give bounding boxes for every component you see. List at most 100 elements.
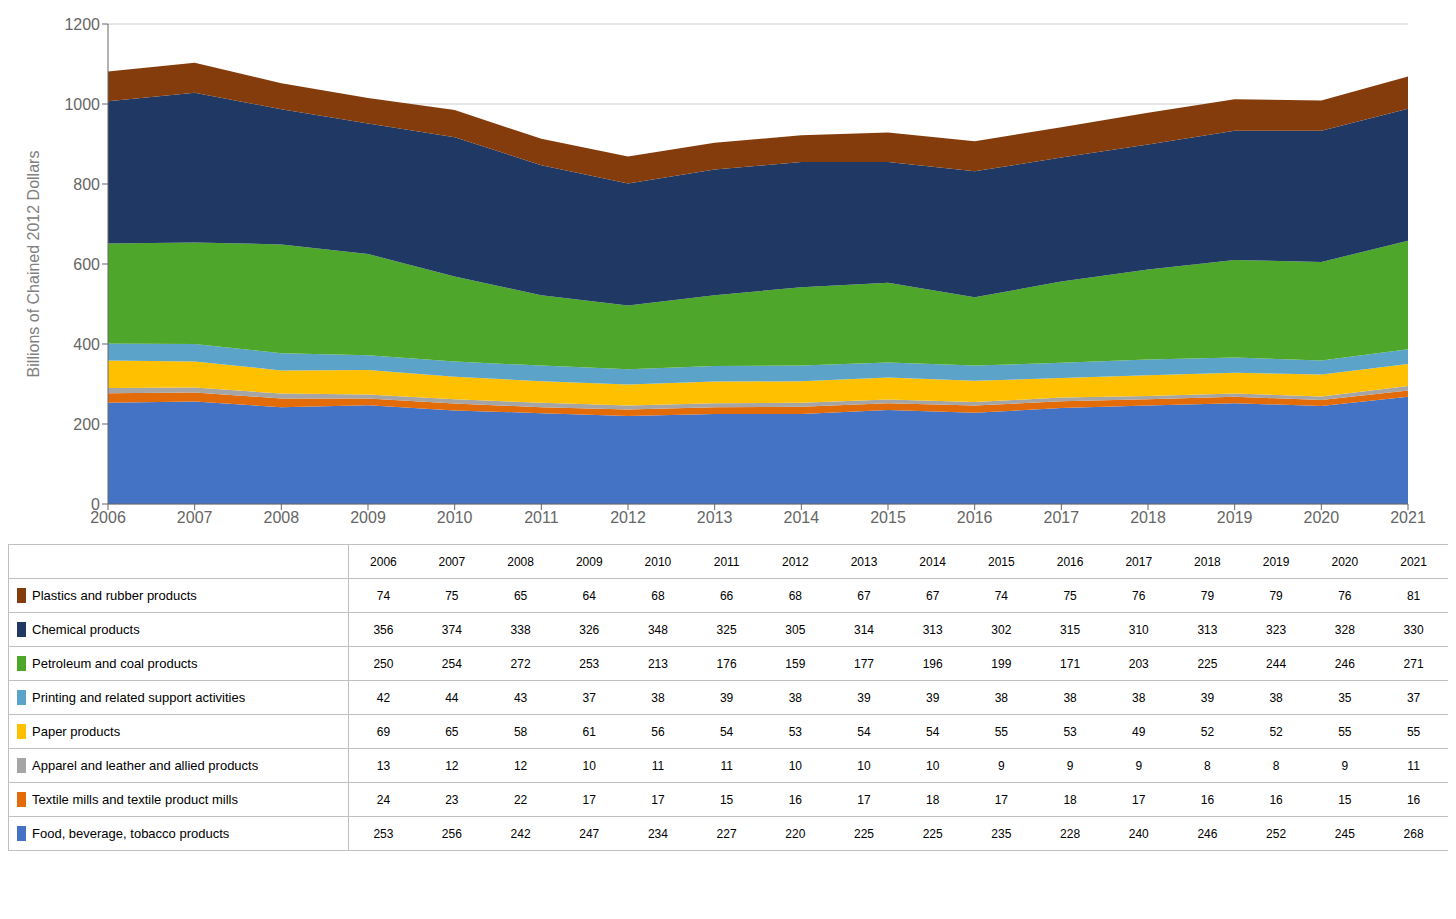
html-text:328: 328 xyxy=(1334,622,1355,637)
html-text:330: 330 xyxy=(1403,622,1424,637)
svg-text:200: 200 xyxy=(73,416,100,433)
html-text:250: 250 xyxy=(373,656,394,671)
html-text:323: 323 xyxy=(1266,622,1287,637)
svg-text:2014: 2014 xyxy=(784,509,820,526)
html-text:2010: 2010 xyxy=(644,554,672,569)
html-text:2013: 2013 xyxy=(850,554,878,569)
html-text:39: 39 xyxy=(719,690,734,705)
svg-text:2017: 2017 xyxy=(1044,509,1080,526)
svg-text:2015: 2015 xyxy=(870,509,906,526)
html-text:Plastics and rubber products: Plastics and rubber products xyxy=(32,588,197,604)
html-text:2011: 2011 xyxy=(713,554,740,569)
svg-text:2006: 2006 xyxy=(90,509,126,527)
svg-text:2018: 2018 xyxy=(1130,509,1166,526)
html-text:203: 203 xyxy=(1128,656,1149,671)
html-text:2012: 2012 xyxy=(782,554,809,569)
svg-text:2020: 2020 xyxy=(1304,509,1340,526)
html-text:310: 310 xyxy=(1128,622,1149,637)
html-text:Paper products: Paper products xyxy=(32,724,121,740)
html-text:Apparel and leather and allied: Apparel and leather and allied products xyxy=(32,758,259,774)
html-text:2017: 2017 xyxy=(1125,554,1153,569)
html-text:2014: 2014 xyxy=(919,554,946,569)
svg-text:2012: 2012 xyxy=(610,509,646,526)
svg-text:2016: 2016 xyxy=(957,509,993,526)
html-text:2019: 2019 xyxy=(1262,554,1290,569)
html-text:225: 225 xyxy=(1197,656,1218,671)
svg-text:600: 600 xyxy=(73,256,100,273)
svg-text:2013: 2013 xyxy=(697,509,733,526)
html-text:253: 253 xyxy=(579,656,600,671)
html-text:55: 55 xyxy=(1406,724,1421,739)
html-text:348: 348 xyxy=(647,622,668,637)
html-text:2016: 2016 xyxy=(1056,554,1084,569)
html-text:65: 65 xyxy=(513,588,528,603)
html-text:13: 13 xyxy=(376,758,391,773)
svg-text:2011: 2011 xyxy=(524,509,559,526)
svg-text:1200: 1200 xyxy=(64,16,100,33)
html-text:159: 159 xyxy=(785,656,806,671)
svg-text:0: 0 xyxy=(91,496,100,513)
html-text:81: 81 xyxy=(1406,588,1421,603)
html-text:42: 42 xyxy=(376,690,391,705)
html-text:37: 37 xyxy=(1406,690,1421,705)
html-text:2009: 2009 xyxy=(575,554,603,569)
html-text:246: 246 xyxy=(1334,656,1355,671)
html-text:54: 54 xyxy=(719,724,734,739)
html-text:315: 315 xyxy=(1060,622,1081,637)
html-text:313: 313 xyxy=(1197,622,1218,637)
html-text:12: 12 xyxy=(513,758,528,773)
html-text:2021: 2021 xyxy=(1400,554,1427,569)
html-text:24: 24 xyxy=(376,792,391,807)
html-text:Food, beverage, tobacco produc: Food, beverage, tobacco products xyxy=(32,826,230,842)
svg-text:2007: 2007 xyxy=(177,509,213,526)
html-text:305: 305 xyxy=(785,622,806,637)
html-text:Chemical products: Chemical products xyxy=(32,622,140,638)
html-text:2015: 2015 xyxy=(988,554,1015,569)
html-text:302: 302 xyxy=(991,622,1012,637)
html-text:79: 79 xyxy=(1200,588,1215,603)
html-text:22: 22 xyxy=(513,792,528,807)
html-text:374: 374 xyxy=(441,622,462,637)
html-text:325: 325 xyxy=(716,622,737,637)
html-text:272: 272 xyxy=(510,656,531,671)
html-text:Printing and related support a: Printing and related support activities xyxy=(32,690,246,706)
html-text:Textile mills and textile prod: Textile mills and textile product mills xyxy=(32,792,238,808)
html-text:326: 326 xyxy=(579,622,600,637)
html-text:74: 74 xyxy=(376,588,391,603)
html-text:196: 196 xyxy=(922,656,943,671)
html-text:213: 213 xyxy=(647,656,668,671)
html-text:52: 52 xyxy=(1200,724,1215,739)
html-text:271: 271 xyxy=(1403,656,1424,671)
svg-text:2008: 2008 xyxy=(264,509,300,526)
svg-text:800: 800 xyxy=(73,176,100,193)
html-text:244: 244 xyxy=(1266,656,1287,671)
html-text:43: 43 xyxy=(513,690,528,705)
svg-text:2010: 2010 xyxy=(437,509,473,526)
svg-text:2019: 2019 xyxy=(1217,509,1253,526)
svg-text:400: 400 xyxy=(73,336,100,353)
html-text:69: 69 xyxy=(376,724,391,739)
html-text:58: 58 xyxy=(513,724,528,739)
html-text:Petroleum and coal products: Petroleum and coal products xyxy=(32,656,198,672)
html-text:254: 254 xyxy=(441,656,462,671)
html-text:314: 314 xyxy=(854,622,874,637)
html-text:171: 171 xyxy=(1060,656,1081,671)
html-text:2018: 2018 xyxy=(1194,554,1221,569)
html-text:2006: 2006 xyxy=(370,554,397,569)
svg-text:Billions of Chained 2012 Dolla: Billions of Chained 2012 Dollars xyxy=(25,151,42,378)
html-text:313: 313 xyxy=(922,622,943,637)
svg-text:2021: 2021 xyxy=(1390,509,1426,526)
html-text:39: 39 xyxy=(1200,690,1215,705)
html-text:177: 177 xyxy=(854,656,874,671)
svg-text:1000: 1000 xyxy=(64,96,100,113)
svg-text:2009: 2009 xyxy=(350,509,386,526)
html-text:199: 199 xyxy=(991,656,1012,671)
html-text:356: 356 xyxy=(373,622,394,637)
html-text:338: 338 xyxy=(510,622,531,637)
html-text:176: 176 xyxy=(716,656,737,671)
html-text:2007: 2007 xyxy=(438,554,466,569)
html-text:2020: 2020 xyxy=(1331,554,1359,569)
html-text:66: 66 xyxy=(719,588,734,603)
html-text:2008: 2008 xyxy=(507,554,534,569)
html-text:15: 15 xyxy=(719,792,734,807)
